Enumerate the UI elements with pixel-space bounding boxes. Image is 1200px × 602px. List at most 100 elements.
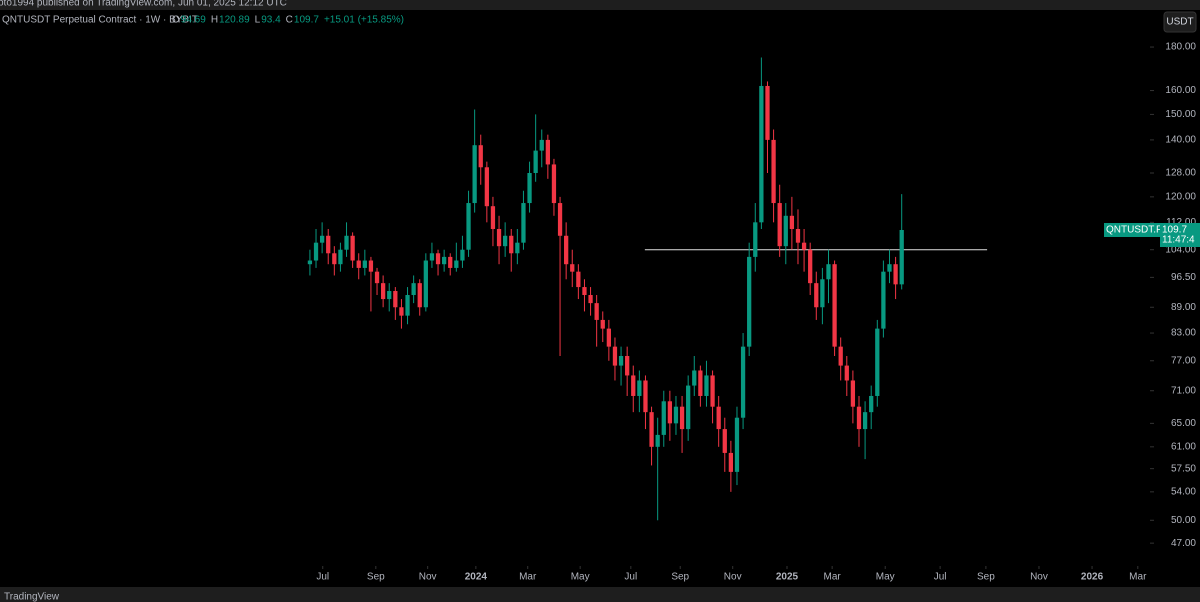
y-tick-label: 112.00 bbox=[1166, 217, 1196, 228]
candle-body bbox=[521, 203, 526, 243]
candle-body bbox=[881, 271, 886, 329]
candle-body bbox=[625, 355, 630, 376]
candle-body bbox=[789, 215, 795, 229]
x-tick-label: Sep bbox=[671, 572, 689, 583]
candle-body bbox=[814, 283, 819, 308]
x-tick-label: Jul bbox=[624, 572, 637, 583]
candle-body bbox=[557, 203, 563, 236]
candle-body bbox=[374, 271, 380, 284]
candle-body bbox=[844, 365, 849, 381]
candle-body bbox=[899, 229, 904, 285]
y-tick-label: 57.50 bbox=[1171, 463, 1196, 474]
change: +15.01 (+15.85%) bbox=[324, 15, 404, 26]
candle-body bbox=[594, 303, 599, 320]
candle-body bbox=[405, 295, 410, 316]
y-tick-label: 89.00 bbox=[1171, 302, 1196, 313]
price-tag-box bbox=[1160, 222, 1200, 247]
publisher: pto1994 published on TradingView.com, Ju… bbox=[0, 0, 287, 9]
y-tick-label: 160.00 bbox=[1165, 85, 1196, 96]
candle-body bbox=[795, 228, 801, 243]
candle-body bbox=[759, 85, 764, 223]
candle-body bbox=[350, 235, 355, 261]
candle-body bbox=[387, 291, 392, 300]
x-tick-label: Mar bbox=[519, 572, 537, 583]
ohlc-value: 109.7 bbox=[294, 15, 319, 26]
candle-body bbox=[612, 346, 618, 366]
ohlc-value: 93.4 bbox=[261, 15, 281, 26]
x-tick-label: Jul bbox=[934, 572, 947, 583]
footer: TradingView bbox=[4, 592, 60, 602]
candle-body bbox=[600, 319, 605, 329]
candle-body bbox=[582, 287, 587, 296]
currency-button[interactable] bbox=[1163, 11, 1197, 33]
ohlc-label: O bbox=[172, 15, 180, 26]
x-tick-label: May bbox=[571, 572, 590, 583]
candle-body bbox=[643, 380, 648, 413]
y-tick-label: 104.00 bbox=[1165, 244, 1196, 255]
y-tick-label: 140.00 bbox=[1165, 135, 1196, 146]
x-tick-label: Nov bbox=[1030, 572, 1048, 583]
ohlc-value: 94.69 bbox=[181, 15, 206, 26]
candle-body bbox=[484, 167, 489, 207]
y-tick-label: 61.00 bbox=[1171, 441, 1196, 452]
candle-body bbox=[606, 328, 611, 347]
y-tick-label: 77.00 bbox=[1171, 355, 1196, 366]
candle-body bbox=[862, 412, 868, 430]
x-tick-label: Sep bbox=[977, 572, 995, 583]
candle-body bbox=[545, 139, 550, 165]
candle-body bbox=[887, 264, 892, 272]
candle-body bbox=[533, 150, 538, 174]
header-bar bbox=[0, 0, 1200, 10]
x-tick-label: Mar bbox=[1129, 572, 1147, 583]
candle-body bbox=[466, 203, 471, 250]
y-tick-label: 50.00 bbox=[1171, 515, 1196, 526]
candle-body bbox=[698, 370, 703, 396]
candle-body bbox=[509, 235, 514, 254]
candle-body bbox=[496, 228, 502, 247]
y-tick-label: 54.00 bbox=[1171, 486, 1196, 497]
candle-body bbox=[527, 173, 532, 204]
candle-body bbox=[326, 235, 331, 254]
y-tick-label: 47.00 bbox=[1171, 538, 1196, 549]
candle-body bbox=[417, 283, 422, 308]
candle-body bbox=[655, 434, 660, 447]
candle-body bbox=[313, 242, 319, 261]
x-tick-label: Nov bbox=[724, 572, 742, 583]
candle-body bbox=[490, 206, 496, 229]
candle-body bbox=[631, 375, 636, 396]
candle-body bbox=[649, 412, 654, 447]
candle-body bbox=[740, 346, 746, 418]
candle-body bbox=[820, 279, 825, 308]
candle-body bbox=[722, 429, 727, 453]
candle-body bbox=[551, 164, 557, 204]
candle-body bbox=[503, 235, 508, 247]
candle-body bbox=[411, 283, 416, 296]
x-tick-label: 2024 bbox=[465, 572, 488, 583]
candle-body bbox=[869, 395, 874, 413]
candle-body bbox=[893, 264, 898, 285]
candle-body bbox=[832, 264, 837, 347]
candle-body bbox=[716, 406, 721, 430]
candle-body bbox=[875, 328, 880, 396]
candle-body bbox=[588, 295, 593, 304]
currency[interactable]: USDT bbox=[1166, 17, 1193, 28]
candle-body bbox=[344, 235, 349, 250]
candle-body bbox=[747, 256, 752, 347]
x-tick-label: May bbox=[876, 572, 895, 583]
candle-body bbox=[734, 417, 740, 472]
candle-body bbox=[753, 222, 758, 257]
y-tick-label: 71.00 bbox=[1171, 385, 1196, 396]
candle-body bbox=[393, 291, 398, 308]
x-tick-label: Mar bbox=[824, 572, 842, 583]
candle-body bbox=[801, 242, 807, 250]
x-tick-label: 2026 bbox=[1081, 572, 1104, 583]
candle-body bbox=[362, 260, 367, 268]
candle-body bbox=[667, 401, 673, 424]
candle-body bbox=[478, 145, 483, 168]
candle-body bbox=[564, 235, 569, 265]
y-tick-label: 180.00 bbox=[1165, 42, 1196, 53]
candle-body bbox=[423, 260, 428, 308]
candle-body bbox=[576, 271, 581, 288]
price-tag: 109.7 bbox=[1162, 225, 1187, 236]
